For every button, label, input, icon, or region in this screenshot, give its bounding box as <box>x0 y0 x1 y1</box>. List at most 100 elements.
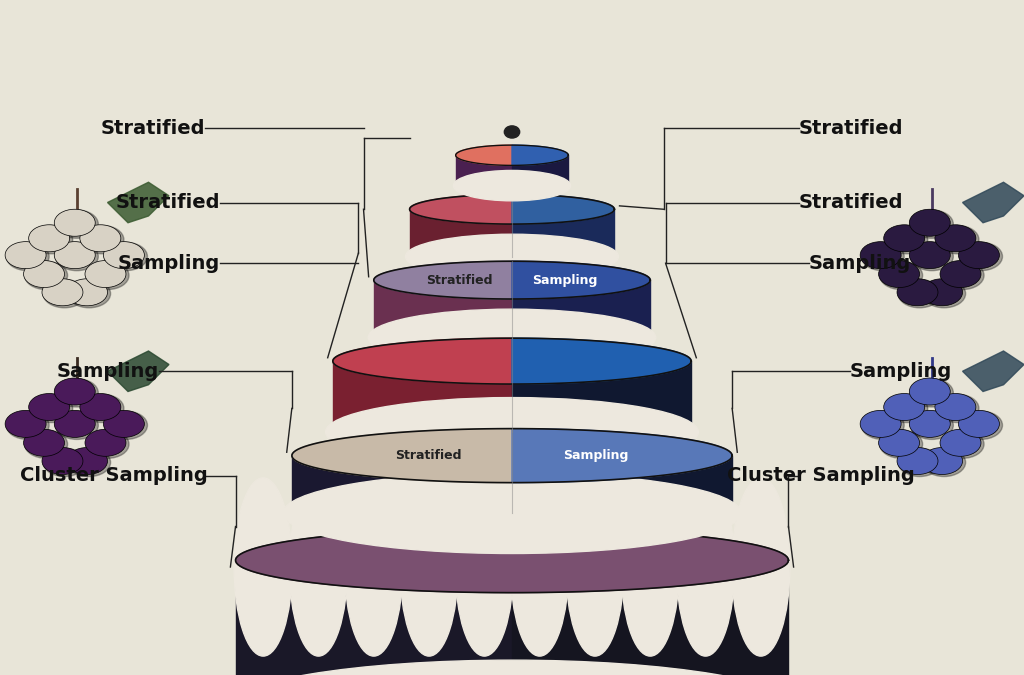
Polygon shape <box>512 280 650 338</box>
Polygon shape <box>410 194 512 224</box>
Ellipse shape <box>25 261 68 290</box>
Ellipse shape <box>935 225 976 252</box>
Polygon shape <box>512 209 614 256</box>
Ellipse shape <box>910 242 953 271</box>
Polygon shape <box>456 155 512 186</box>
Ellipse shape <box>30 225 73 254</box>
Polygon shape <box>512 560 788 675</box>
Text: Stratified: Stratified <box>426 273 493 287</box>
Text: Sampling: Sampling <box>850 362 952 381</box>
Ellipse shape <box>941 430 984 458</box>
Text: Stratified: Stratified <box>100 119 205 138</box>
Polygon shape <box>512 361 691 432</box>
Ellipse shape <box>24 261 65 288</box>
Ellipse shape <box>923 279 966 308</box>
Ellipse shape <box>406 234 618 279</box>
Ellipse shape <box>104 242 147 271</box>
Ellipse shape <box>885 394 928 423</box>
Ellipse shape <box>400 478 458 656</box>
Ellipse shape <box>922 279 963 306</box>
Ellipse shape <box>880 430 923 458</box>
Text: Stratified: Stratified <box>116 193 220 212</box>
Text: Cluster Sampling: Cluster Sampling <box>20 466 208 485</box>
Polygon shape <box>374 280 512 338</box>
Ellipse shape <box>935 394 976 421</box>
Ellipse shape <box>732 478 790 656</box>
Ellipse shape <box>30 394 73 423</box>
Ellipse shape <box>68 448 111 477</box>
Ellipse shape <box>81 225 124 254</box>
Polygon shape <box>512 155 568 186</box>
Polygon shape <box>410 209 512 256</box>
Ellipse shape <box>909 410 950 437</box>
Ellipse shape <box>910 411 953 439</box>
Ellipse shape <box>29 225 70 252</box>
Ellipse shape <box>909 378 950 405</box>
Ellipse shape <box>898 279 941 308</box>
Ellipse shape <box>923 448 966 477</box>
Ellipse shape <box>860 410 901 437</box>
Ellipse shape <box>103 410 144 437</box>
Ellipse shape <box>897 448 938 475</box>
Polygon shape <box>236 528 788 593</box>
Ellipse shape <box>941 261 984 290</box>
Ellipse shape <box>884 394 925 421</box>
Ellipse shape <box>43 279 86 308</box>
Text: Stratified: Stratified <box>799 193 903 212</box>
Ellipse shape <box>860 242 901 269</box>
Ellipse shape <box>283 472 741 554</box>
Ellipse shape <box>68 279 111 308</box>
Polygon shape <box>963 351 1024 391</box>
Text: Sampling: Sampling <box>563 449 629 462</box>
Polygon shape <box>292 429 512 483</box>
Polygon shape <box>108 351 169 391</box>
Ellipse shape <box>909 209 950 236</box>
Ellipse shape <box>566 478 624 656</box>
Polygon shape <box>512 145 568 165</box>
Ellipse shape <box>959 242 1002 271</box>
Ellipse shape <box>55 242 98 271</box>
Ellipse shape <box>958 410 999 437</box>
Ellipse shape <box>884 225 925 252</box>
Polygon shape <box>374 261 512 299</box>
Ellipse shape <box>910 210 953 238</box>
Ellipse shape <box>42 448 83 475</box>
Polygon shape <box>512 429 732 483</box>
Ellipse shape <box>24 429 65 456</box>
Ellipse shape <box>511 478 568 656</box>
Ellipse shape <box>55 210 98 238</box>
Ellipse shape <box>958 242 999 269</box>
Ellipse shape <box>54 242 95 269</box>
Ellipse shape <box>940 429 981 456</box>
Polygon shape <box>333 361 512 432</box>
Ellipse shape <box>86 261 129 290</box>
Ellipse shape <box>224 660 800 675</box>
Ellipse shape <box>885 225 928 254</box>
Ellipse shape <box>55 379 98 407</box>
Ellipse shape <box>959 411 1002 439</box>
Polygon shape <box>456 145 512 165</box>
Ellipse shape <box>861 242 904 271</box>
Ellipse shape <box>454 171 570 201</box>
Ellipse shape <box>234 478 292 656</box>
Polygon shape <box>512 338 691 384</box>
Polygon shape <box>512 456 732 513</box>
Ellipse shape <box>85 261 126 288</box>
Ellipse shape <box>81 394 124 423</box>
Text: Sampling: Sampling <box>56 362 159 381</box>
Text: Sampling: Sampling <box>809 254 911 273</box>
Text: Sampling: Sampling <box>118 254 220 273</box>
Ellipse shape <box>290 478 347 656</box>
Text: Stratified: Stratified <box>799 119 903 138</box>
Ellipse shape <box>861 411 904 439</box>
Polygon shape <box>333 338 512 384</box>
Ellipse shape <box>6 411 49 439</box>
Ellipse shape <box>80 225 121 252</box>
Ellipse shape <box>936 225 979 254</box>
Ellipse shape <box>103 242 144 269</box>
Ellipse shape <box>936 394 979 423</box>
Polygon shape <box>292 456 512 513</box>
Ellipse shape <box>67 448 108 475</box>
Ellipse shape <box>326 398 698 466</box>
Ellipse shape <box>922 448 963 475</box>
